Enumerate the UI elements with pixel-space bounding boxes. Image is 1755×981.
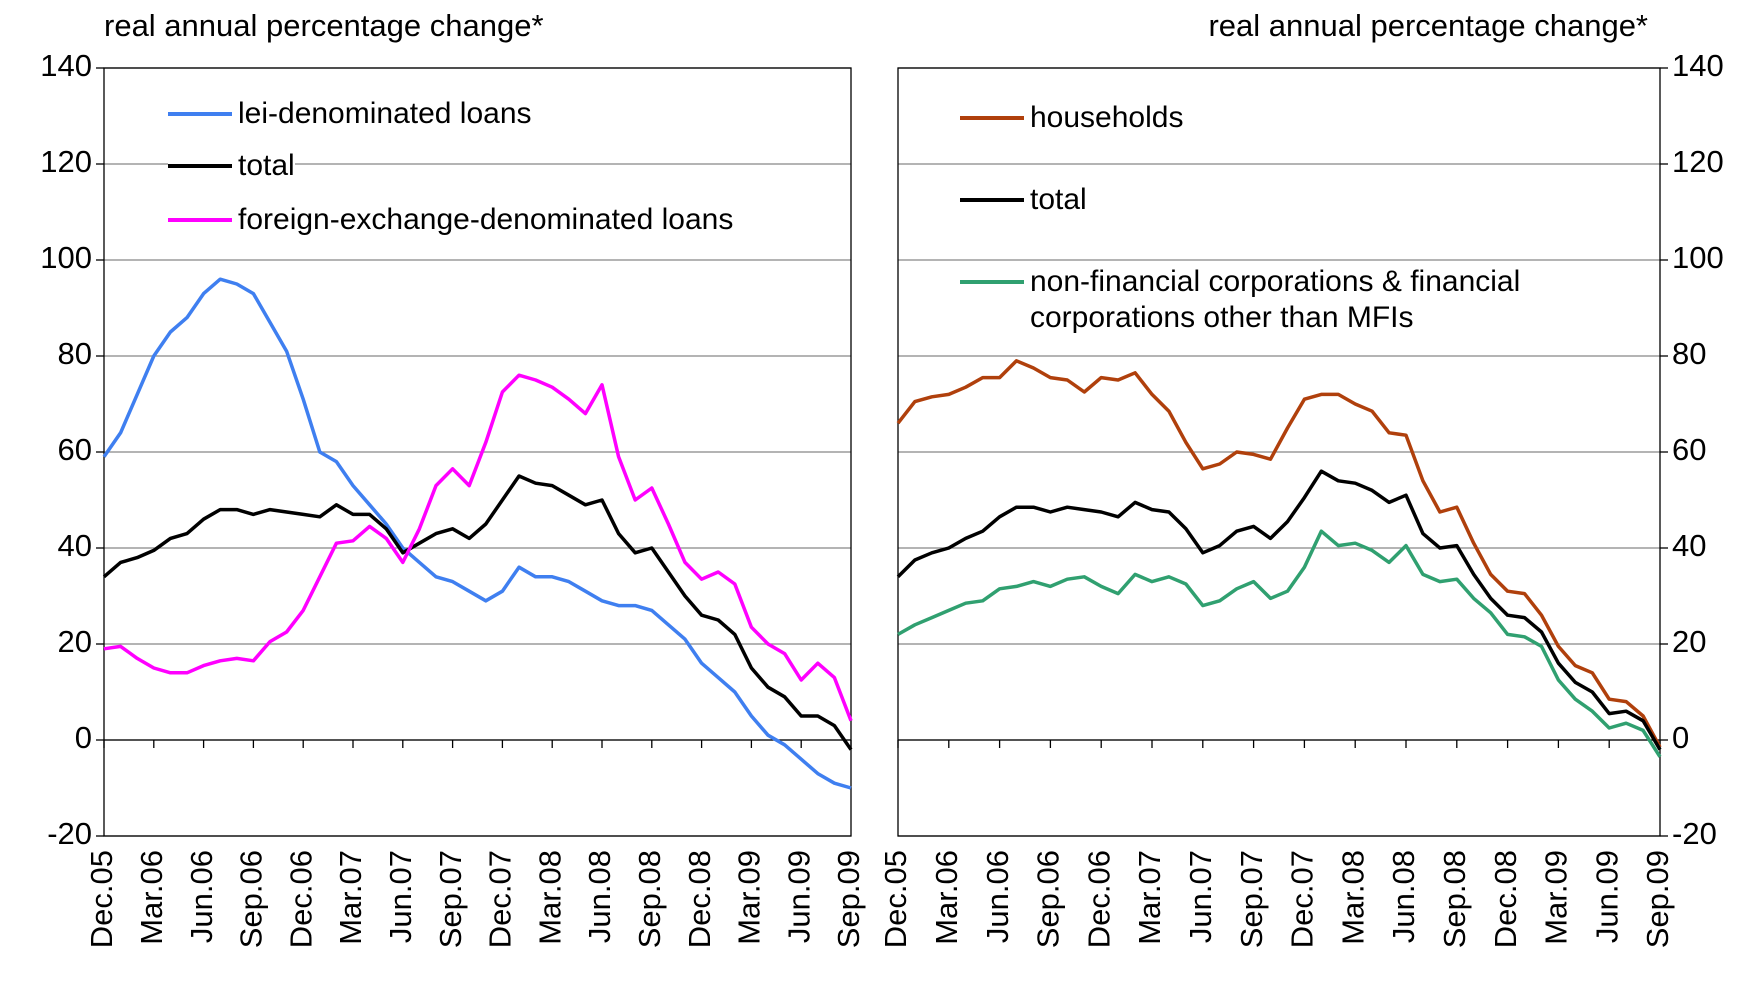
legend-swatch <box>960 198 1024 202</box>
y-tick-label: 60 <box>58 432 92 467</box>
axis-title: real annual percentage change* <box>1208 8 1648 43</box>
y-tick-label: 40 <box>1672 528 1706 563</box>
series-line <box>102 474 853 751</box>
axis-title: real annual percentage change* <box>104 8 544 43</box>
x-tick-label: Sep.07 <box>1234 850 1269 948</box>
legend-label: foreign-exchange-denominated loans <box>238 203 734 236</box>
x-tick-label: Mar.06 <box>929 850 964 945</box>
series-line <box>102 277 852 790</box>
y-tick-label: 20 <box>58 624 92 659</box>
x-tick-label: Mar.08 <box>1335 850 1370 945</box>
y-tick-label: 120 <box>1672 144 1724 179</box>
x-tick-label: Mar.06 <box>134 850 169 945</box>
x-tick-label: Mar.07 <box>1132 850 1167 945</box>
x-tick-label: Jun.07 <box>383 850 418 943</box>
x-tick-label: Jun.08 <box>1386 850 1421 943</box>
x-tick-label: Sep.08 <box>632 850 667 948</box>
legend-swatch <box>168 164 232 168</box>
plot-frame <box>103 67 852 837</box>
y-tick-label: -20 <box>47 816 92 851</box>
legend-label: total <box>1030 183 1087 216</box>
legend-swatch <box>168 112 232 116</box>
x-tick-label: Dec.07 <box>1285 850 1320 948</box>
x-tick-label: Jun.09 <box>1589 850 1624 943</box>
x-tick-label: Mar.09 <box>1539 850 1574 945</box>
x-tick-label: Dec.05 <box>878 850 913 948</box>
legend-entry: lei-denominated loans <box>168 96 532 132</box>
legend-label: total <box>238 149 295 182</box>
y-tick-label: 0 <box>75 720 92 755</box>
series-line <box>896 359 1662 749</box>
x-tick-label: Jun.06 <box>980 850 1015 943</box>
series-line <box>897 529 1662 758</box>
legend-label: households <box>1030 101 1184 134</box>
x-tick-label: Mar.08 <box>532 850 567 945</box>
x-tick-label: Dec.05 <box>84 850 119 948</box>
x-tick-label: Jun.07 <box>1183 850 1218 943</box>
y-tick-label: 120 <box>40 144 92 179</box>
x-tick-label: Mar.09 <box>732 850 767 945</box>
x-tick-label: Sep.08 <box>1437 850 1472 948</box>
x-tick-label: Jun.09 <box>781 850 816 943</box>
legend-entry: foreign-exchange-denominated loans <box>168 202 734 238</box>
series-line <box>896 469 1662 751</box>
x-tick-label: Jun.08 <box>582 850 617 943</box>
x-tick-label: Dec.07 <box>483 850 518 948</box>
x-tick-label: Dec.06 <box>1081 850 1116 948</box>
series-line <box>103 373 853 722</box>
legend-label: lei-denominated loans <box>238 97 532 130</box>
legend-entry: non-financial corporations & financial c… <box>960 264 1560 336</box>
x-tick-label: Dec.08 <box>682 850 717 948</box>
y-tick-label: 20 <box>1672 624 1706 659</box>
y-tick-label: 140 <box>40 48 92 83</box>
x-tick-label: Sep.06 <box>1031 850 1066 948</box>
y-tick-label: 80 <box>1672 336 1706 371</box>
x-tick-label: Sep.09 <box>1640 850 1675 948</box>
legend-entry: total <box>960 182 1087 218</box>
legend-label: non-financial corporations & financial c… <box>1030 265 1521 334</box>
x-tick-label: Dec.08 <box>1488 850 1523 948</box>
legend-swatch <box>960 116 1024 120</box>
x-tick-label: Mar.07 <box>333 850 368 945</box>
legend-swatch <box>960 280 1024 284</box>
y-tick-label: -20 <box>1672 816 1717 851</box>
y-tick-label: 140 <box>1672 48 1724 83</box>
plot-frame <box>897 67 1661 837</box>
y-tick-label: 0 <box>1672 720 1689 755</box>
y-tick-label: 80 <box>58 336 92 371</box>
legend-swatch <box>168 218 232 222</box>
y-tick-label: 100 <box>1672 240 1724 275</box>
y-tick-label: 60 <box>1672 432 1706 467</box>
y-tick-label: 40 <box>58 528 92 563</box>
y-tick-label: 100 <box>40 240 92 275</box>
legend-entry: households <box>960 100 1184 136</box>
x-tick-label: Dec.06 <box>283 850 318 948</box>
x-tick-label: Jun.06 <box>184 850 219 943</box>
x-tick-label: Sep.06 <box>234 850 269 948</box>
x-tick-label: Sep.07 <box>433 850 468 948</box>
x-tick-label: Sep.09 <box>831 850 866 948</box>
legend-entry: total <box>168 148 295 184</box>
